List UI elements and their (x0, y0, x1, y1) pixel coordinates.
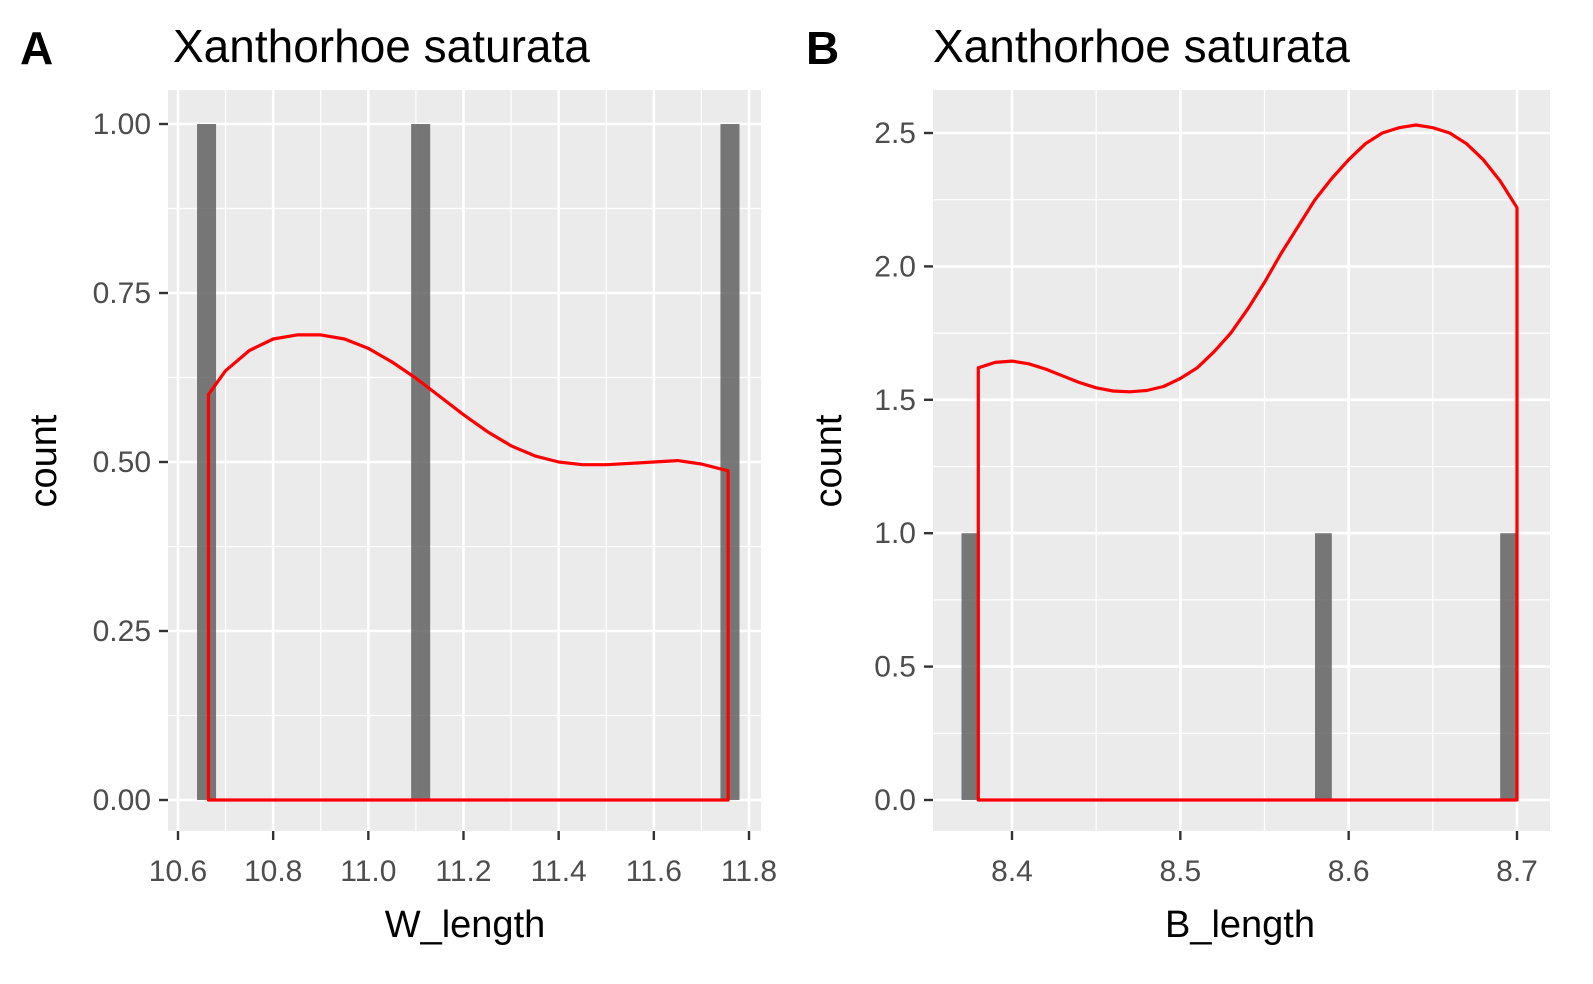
panel-a-bars (197, 124, 740, 800)
panel-b-minor-grid (933, 90, 1550, 831)
panel-b-plot-area (933, 90, 1550, 831)
panel-b-bar (1500, 533, 1517, 800)
panel-a-y-tick-label: 0.00 (93, 784, 151, 817)
panel-a-bar (720, 124, 740, 800)
panel-b: B Xanthorhoe saturata 0.0 0.5 1.0 1.5 2.0 2.5… (806, 20, 1550, 946)
panel-a-x-tick-label: 11.0 (340, 855, 396, 888)
panel-a-x-tick-label: 11.2 (435, 855, 491, 888)
panel-b-tag: B (806, 22, 839, 74)
panel-a-x-tick-label: 11.8 (721, 855, 777, 888)
panel-a-density-line (206, 333, 730, 802)
panel-b-title: Xanthorhoe saturata (933, 20, 1350, 72)
panel-a-density-curve (206, 333, 730, 802)
panel-b-bar (961, 533, 979, 800)
panel-b-density-line (976, 123, 1519, 802)
panel-b-bar (1315, 533, 1332, 800)
panel-b-y-tick-label: 2.0 (874, 250, 916, 283)
panel-a-x-tick-label: 10.8 (244, 855, 302, 888)
panel-b-y-tick-label: 1.5 (874, 384, 916, 417)
panel-b-x-tick-label: 8.4 (991, 855, 1033, 888)
panel-a-bar (197, 124, 217, 800)
panel-a-y-tick-label: 0.75 (93, 277, 151, 310)
panel-a-x-axis-title: W_length (385, 904, 546, 946)
panel-a-minor-grid (168, 90, 761, 831)
panel-b-bars (961, 533, 1517, 800)
panel-a-x-axis: 10.6 10.8 11.0 11.2 11.4 11.6 11.8 (149, 831, 777, 888)
panel-b-y-tick-label: 2.5 (874, 117, 916, 150)
panel-a-y-axis: 0.00 0.25 0.50 0.75 1.00 (93, 108, 168, 817)
panel-b-y-axis-title: count (808, 414, 850, 507)
panel-b-x-axis-title: B_length (1165, 904, 1315, 946)
panel-b-y-tick-label: 1.0 (874, 517, 916, 550)
panel-a-x-tick-label: 10.6 (149, 855, 207, 888)
panel-b-x-tick-label: 8.7 (1496, 855, 1538, 888)
panel-b-density-curve (976, 123, 1519, 802)
panel-a-y-axis-title: count (23, 414, 65, 507)
panel-b-x-tick-label: 8.5 (1159, 855, 1201, 888)
panel-a-y-tick-label: 0.25 (93, 615, 151, 648)
panel-b-x-tick-label: 8.6 (1328, 855, 1370, 888)
panel-a-y-tick-label: 1.00 (93, 108, 151, 141)
panel-a: A Xanthorhoe saturata 0.00 0.25 0.50 0.75 1.… (20, 20, 777, 946)
panel-a-bar (411, 124, 431, 800)
panel-b-y-tick-label: 0.5 (874, 651, 916, 684)
panel-b-y-tick-label: 0.0 (874, 784, 916, 817)
panel-a-tag: A (20, 22, 53, 74)
panel-a-x-tick-label: 11.6 (626, 855, 682, 888)
panel-a-title: Xanthorhoe saturata (173, 20, 590, 72)
panel-a-x-tick-label: 11.4 (531, 855, 587, 888)
panel-a-y-tick-label: 0.50 (93, 446, 151, 479)
panel-b-x-axis: 8.4 8.5 8.6 8.7 (991, 831, 1538, 888)
panel-b-y-axis: 0.0 0.5 1.0 1.5 2.0 2.5 (874, 117, 933, 817)
